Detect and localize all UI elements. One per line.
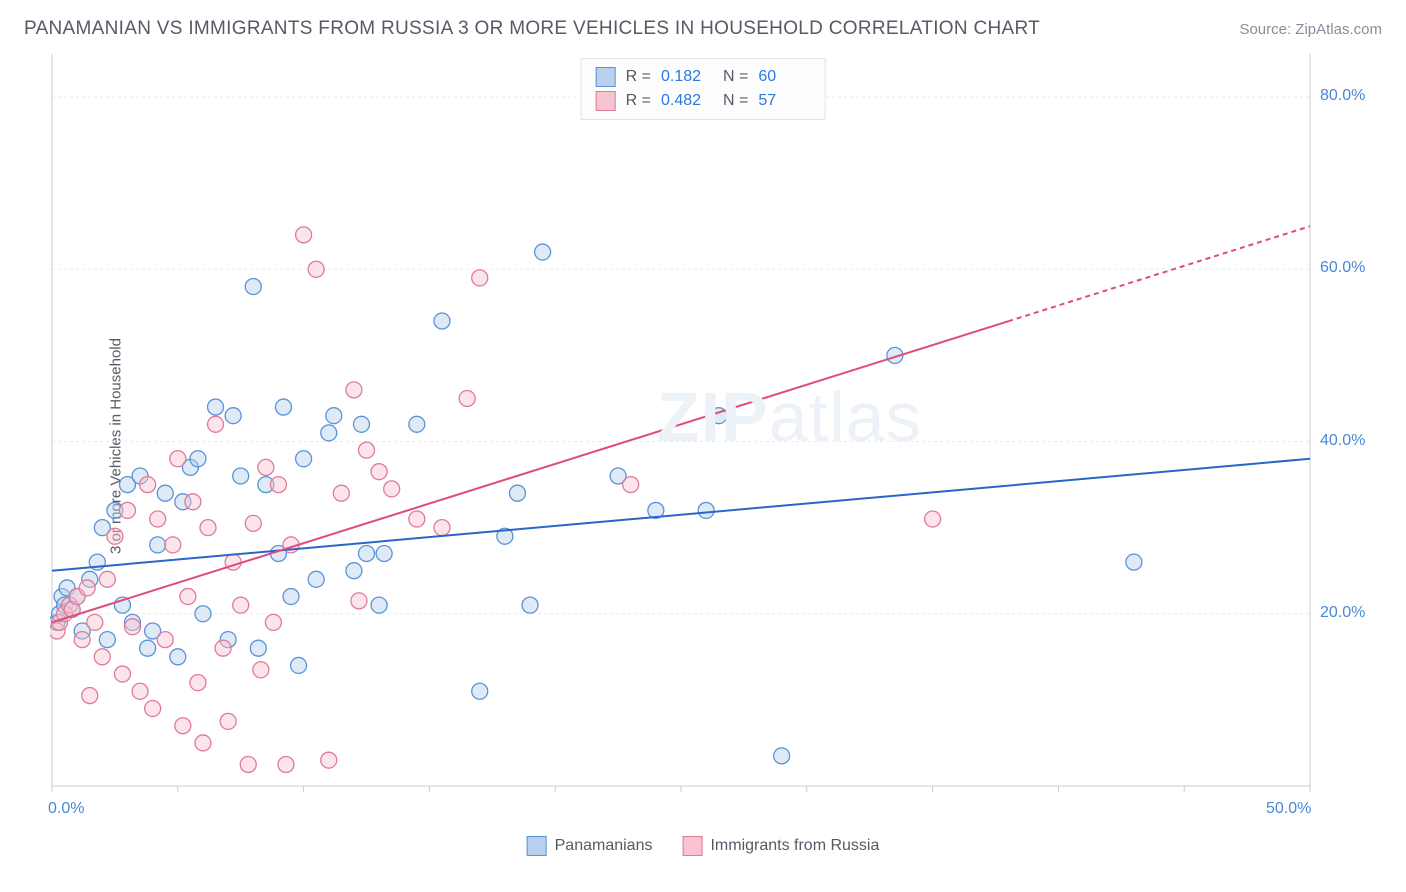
series-legend-label: Panamanians (555, 837, 653, 855)
series-legend-label: Immigrants from Russia (710, 837, 879, 855)
legend-swatch (596, 91, 616, 111)
y-tick-label: 40.0% (1320, 432, 1365, 450)
legend-swatch (596, 67, 616, 87)
series-legend-item: Panamanians (527, 836, 653, 856)
bottom-series-legend: Panamanians Immigrants from Russia (527, 836, 880, 856)
chart-title: PANAMANIAN VS IMMIGRANTS FROM RUSSIA 3 O… (24, 18, 1040, 40)
stat-value-r: 0.182 (661, 68, 713, 86)
plot-svg (50, 52, 1370, 812)
y-tick-label: 20.0% (1320, 604, 1365, 622)
chart-container: PANAMANIAN VS IMMIGRANTS FROM RUSSIA 3 O… (0, 0, 1406, 892)
x-tick-label: 50.0% (1266, 800, 1311, 818)
source-label: Source: ZipAtlas.com (1239, 21, 1382, 38)
legend-swatch (682, 836, 702, 856)
stat-label-n: N = (723, 68, 748, 86)
y-tick-label: 60.0% (1320, 259, 1365, 277)
stats-legend: R = 0.182 N = 60 R = 0.482 N = 57 (581, 58, 826, 120)
legend-swatch (527, 836, 547, 856)
stat-value-r: 0.482 (661, 92, 713, 110)
stat-label-r: R = (626, 92, 651, 110)
stat-value-n: 57 (758, 92, 810, 110)
y-tick-label: 80.0% (1320, 87, 1365, 105)
x-tick-label: 0.0% (48, 800, 84, 818)
stat-value-n: 60 (758, 68, 810, 86)
stats-legend-row: R = 0.182 N = 60 (596, 65, 811, 89)
plot-area: ZIPatlas (50, 52, 1370, 812)
stats-legend-row: R = 0.482 N = 57 (596, 89, 811, 113)
stat-label-r: R = (626, 68, 651, 86)
stat-label-n: N = (723, 92, 748, 110)
series-legend-item: Immigrants from Russia (682, 836, 879, 856)
title-bar: PANAMANIAN VS IMMIGRANTS FROM RUSSIA 3 O… (24, 18, 1382, 40)
